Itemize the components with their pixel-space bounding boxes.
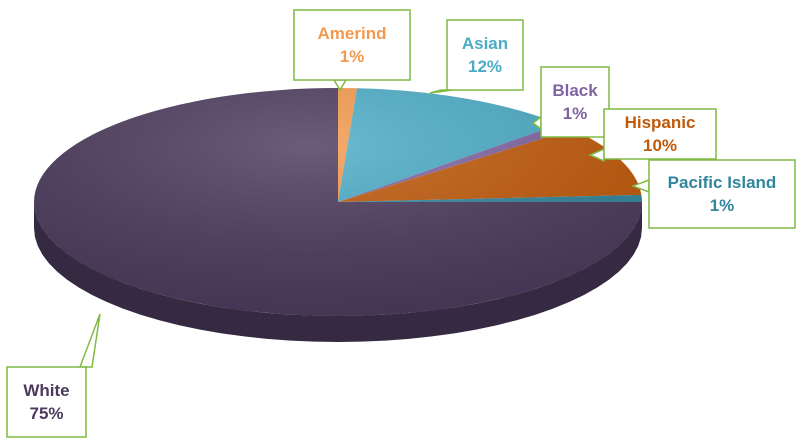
data-label: Hispanic 10% (588, 108, 717, 163)
slice-value-label: 10% (643, 136, 677, 155)
slice-value-label: 1% (563, 104, 588, 123)
label-box (446, 19, 524, 91)
slice-label: Black (552, 81, 598, 100)
data-label: Asian 12% (429, 19, 524, 94)
slice-label: White (23, 381, 69, 400)
slice-label: Pacific Island (668, 173, 777, 192)
slice-label: Amerind (318, 24, 387, 43)
pie-labels: Amerind 1% Asian 12% Black 1% Hispanic 10% Pacif… (6, 9, 796, 438)
label-box (540, 66, 610, 138)
slice-value-label: 1% (710, 196, 735, 215)
data-label: Pacific Island 1% (630, 159, 796, 229)
slice-value-label: 1% (340, 47, 365, 66)
label-box (603, 108, 717, 160)
slice-label: Hispanic (625, 113, 696, 132)
label-box (293, 9, 411, 81)
slice-label: Asian (462, 34, 508, 53)
slice-value-label: 12% (468, 57, 502, 76)
label-box (6, 366, 87, 438)
slice-value-label: 75% (29, 404, 63, 423)
data-label: Black 1% (531, 66, 610, 138)
label-pointer (78, 313, 101, 368)
label-box (648, 159, 796, 229)
data-label: Amerind 1% (293, 9, 411, 92)
data-label: White 75% (6, 313, 101, 438)
